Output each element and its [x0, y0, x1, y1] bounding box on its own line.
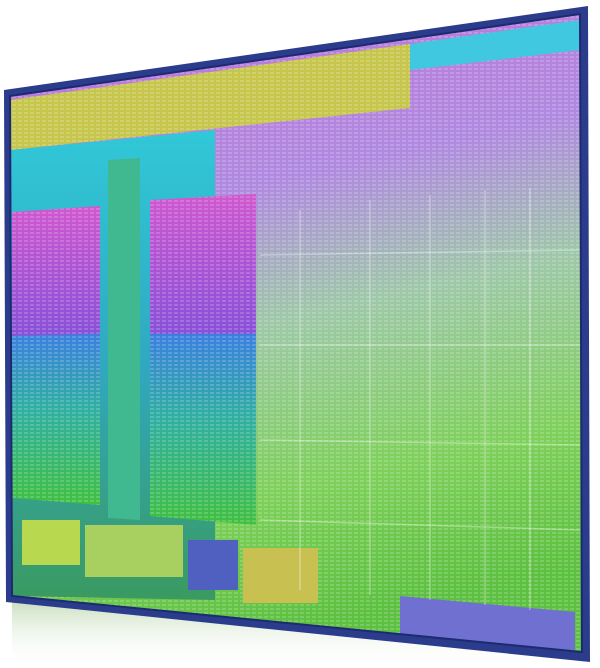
grid-line — [259, 249, 581, 256]
spine — [108, 158, 140, 520]
io-block — [85, 525, 183, 577]
io-block — [188, 540, 238, 590]
gpu-grid — [259, 188, 581, 610]
grid-line — [259, 439, 581, 446]
io-strip-texture — [10, 44, 410, 150]
grid-line — [259, 519, 581, 531]
io-block — [243, 548, 318, 603]
die-outline — [8, 12, 584, 654]
io-block — [400, 596, 575, 650]
core-texture — [12, 206, 100, 505]
io-block — [22, 520, 80, 565]
top-block — [410, 20, 580, 70]
core-texture — [150, 194, 256, 525]
